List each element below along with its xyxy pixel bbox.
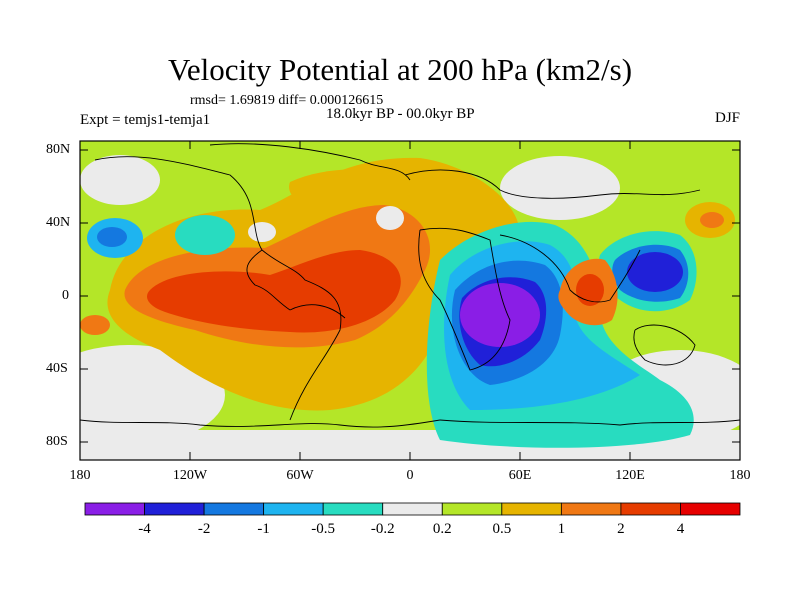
colorbar-label: -0.2: [370, 521, 395, 537]
lon-label-0: 0: [406, 468, 414, 483]
colorbar-label: -4: [138, 521, 151, 537]
lat-label-80s: 80S: [46, 434, 68, 449]
velocity-potential-field: [80, 141, 740, 460]
colorbar-box: [560, 502, 622, 516]
stats-subtitle: rmsd= 1.69819 diff= 0.000126615: [190, 93, 384, 108]
colorbar: [84, 502, 741, 516]
colorbar-label: 1: [557, 521, 566, 537]
colorbar-label: -1: [257, 521, 270, 537]
lon-label-120e: 120E: [615, 468, 645, 483]
colorbar-label: 0.2: [432, 521, 452, 537]
colorbar-box: [263, 502, 324, 516]
lon-label-180w: 180: [69, 468, 91, 483]
season-label: DJF: [714, 110, 740, 126]
lon-label-60e: 60E: [508, 468, 532, 483]
colorbar-box: [382, 502, 443, 516]
period-label: 18.0kyr BP - 00.0kyr BP: [326, 106, 475, 122]
colorbar-label: 2: [617, 521, 625, 537]
lat-label-40n: 40N: [46, 215, 71, 230]
experiment-label: Expt = temjs1-temja1: [80, 112, 211, 128]
lon-label-60w: 60W: [286, 468, 314, 483]
colorbar-box: [84, 502, 145, 516]
lat-label-80n: 80N: [46, 142, 71, 157]
coastlines: [80, 143, 740, 428]
colorbar-box: [203, 502, 265, 516]
colorbar-box: [144, 502, 205, 516]
colorbar-box: [441, 502, 503, 516]
colorbar-box: [620, 502, 681, 516]
colorbar-box: [322, 502, 384, 516]
lat-label-0: 0: [62, 288, 69, 303]
colorbar-label: -0.5: [311, 521, 336, 537]
colorbar-box: [680, 502, 741, 516]
lat-label-40s: 40S: [46, 361, 68, 376]
colorbar-box: [501, 502, 562, 516]
axis-ticks: [80, 141, 740, 460]
colorbar-label: -2: [197, 521, 211, 537]
lon-label-120w: 120W: [172, 468, 208, 483]
map-title: Velocity Potential at 200 hPa (km2/s): [167, 52, 633, 87]
colorbar-label: 0.5: [492, 521, 512, 537]
colorbar-label: 4: [676, 521, 685, 537]
lon-label-180e: 180: [729, 468, 751, 483]
